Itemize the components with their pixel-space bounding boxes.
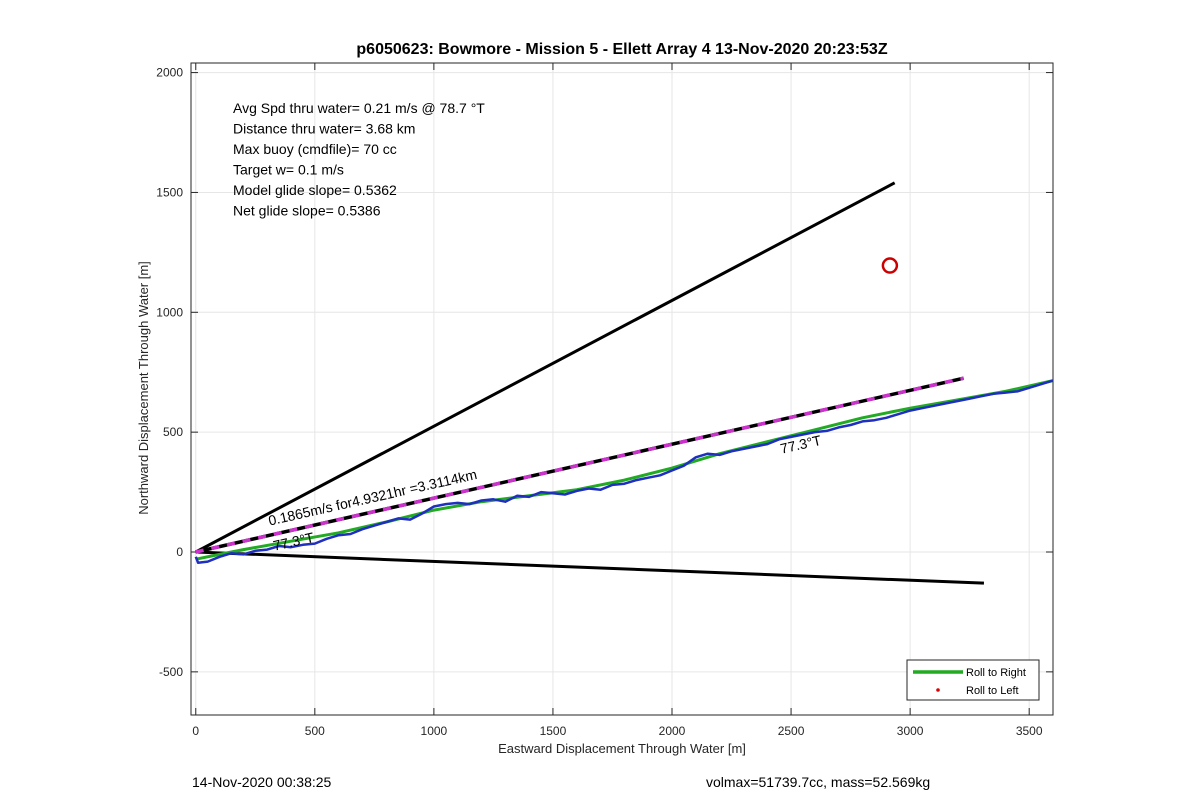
- grid: [191, 63, 1053, 715]
- stats-line: Model glide slope= 0.5362: [233, 182, 397, 198]
- legend-entry: Roll to Left: [966, 685, 1019, 697]
- x-tick-label: 3500: [1016, 724, 1043, 738]
- stats-line: Max buoy (cmdfile)= 70 cc: [233, 141, 397, 157]
- stats-line: Net glide slope= 0.5386: [233, 203, 381, 219]
- x-tick-label: 2000: [659, 724, 686, 738]
- y-tick-label: -500: [159, 665, 183, 679]
- x-tick-label: 2500: [778, 724, 805, 738]
- legend-box: [906, 659, 1040, 701]
- x-tick-label: 1500: [540, 724, 567, 738]
- x-tick-label: 1000: [421, 724, 448, 738]
- series-roll-to-right: [195, 379, 1053, 561]
- reference-lines: [195, 181, 985, 585]
- plot-area: [190, 62, 1054, 716]
- legend-swatch: [936, 688, 940, 692]
- footer-timestamp: 14-Nov-2020 00:38:25: [192, 774, 332, 790]
- stats-line: Target w= 0.1 m/s: [233, 162, 344, 178]
- y-axis-label: Northward Displacement Through Water [m]: [136, 261, 151, 515]
- series-track-2: [194, 379, 1053, 565]
- series-group: [194, 379, 1053, 565]
- x-tick-label: 500: [305, 724, 325, 738]
- stats-line: Distance thru water= 3.68 km: [233, 121, 415, 137]
- marker-circle: [881, 257, 899, 274]
- y-tick-label: 0: [176, 545, 183, 559]
- reference-line-3-dash: [195, 376, 965, 554]
- y-tick-label: 2000: [156, 66, 183, 80]
- chart-title: p6050623: Bowmore - Mission 5 - Ellett A…: [356, 41, 887, 58]
- y-tick-label: 500: [163, 425, 183, 439]
- stats-block: Avg Spd thru water= 0.21 m/s @ 78.7 °T Di…: [233, 100, 485, 219]
- reference-line-2: [195, 550, 985, 585]
- legend-entry: Roll to Right: [966, 667, 1026, 679]
- annotation-3: 77.3°T: [779, 432, 823, 457]
- axis-ticks: 0 500 1000 1500 2000 2500 3000 3500 -500 0 500 1000…: [156, 63, 1053, 738]
- stats-line: Avg Spd thru water= 0.21 m/s @ 78.7 °T: [233, 100, 485, 116]
- y-tick-label: 1500: [156, 185, 183, 199]
- y-tick-label: 1000: [156, 305, 183, 319]
- footer-vol-mass: volmax=51739.7cc, mass=52.569kg: [706, 774, 931, 790]
- x-tick-label: 0: [192, 724, 199, 738]
- legend: Roll to Right Roll to Left: [906, 659, 1040, 701]
- marker-group: [881, 257, 899, 274]
- reference-line-1: [195, 181, 896, 554]
- x-axis-label: Eastward Displacement Through Water [m]: [498, 741, 746, 756]
- x-tick-label: 3000: [897, 724, 924, 738]
